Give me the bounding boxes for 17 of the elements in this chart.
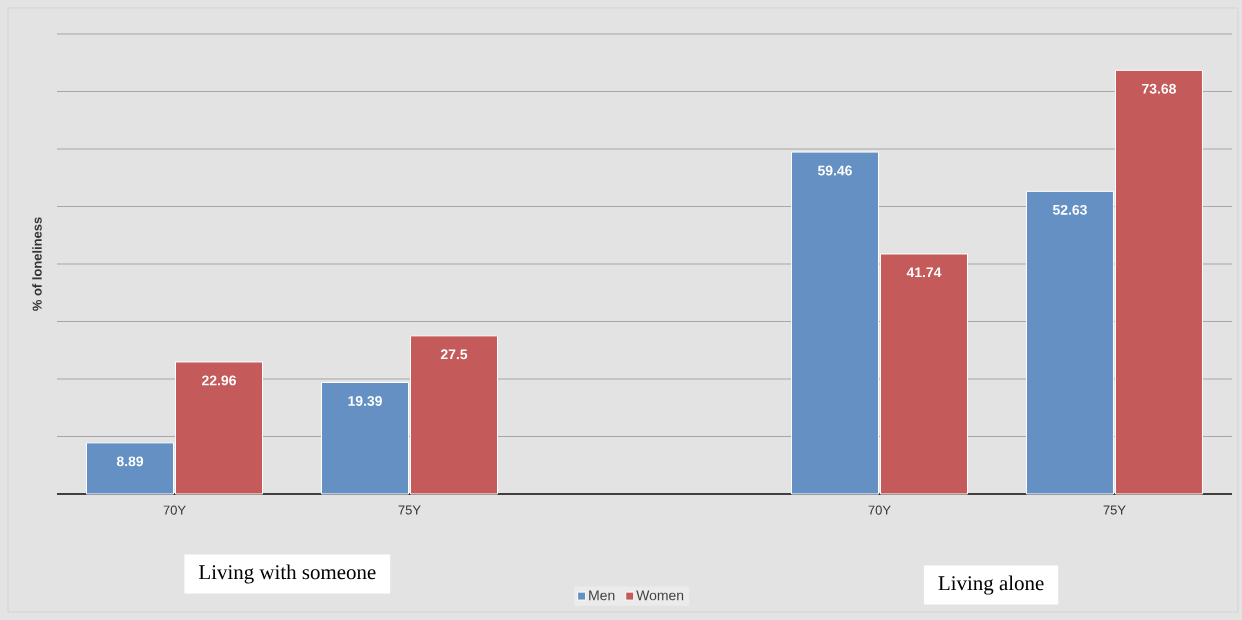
x-tick-label: 75Y bbox=[1103, 505, 1126, 515]
text: Living alone bbox=[938, 575, 1044, 595]
legend-label: Women bbox=[636, 590, 684, 601]
data-label: 27.5 bbox=[440, 349, 468, 360]
data-label: 52.63 bbox=[1052, 204, 1087, 215]
data-label: 8.89 bbox=[116, 456, 144, 467]
legend-label: Men bbox=[589, 590, 615, 601]
text: Living with someone bbox=[199, 564, 376, 584]
x-tick-label: 70Y bbox=[868, 505, 891, 515]
x-tick-label: 70Y bbox=[163, 505, 186, 515]
y-axis-title: % of loneliness bbox=[32, 217, 42, 311]
data-label: 22.96 bbox=[202, 375, 236, 386]
data-label: 41.74 bbox=[906, 267, 942, 278]
data-label: 59.46 bbox=[817, 165, 852, 176]
data-label: 19.39 bbox=[348, 396, 382, 406]
x-tick-label: 75Y bbox=[398, 505, 421, 515]
data-label: 73.68 bbox=[1142, 83, 1176, 94]
